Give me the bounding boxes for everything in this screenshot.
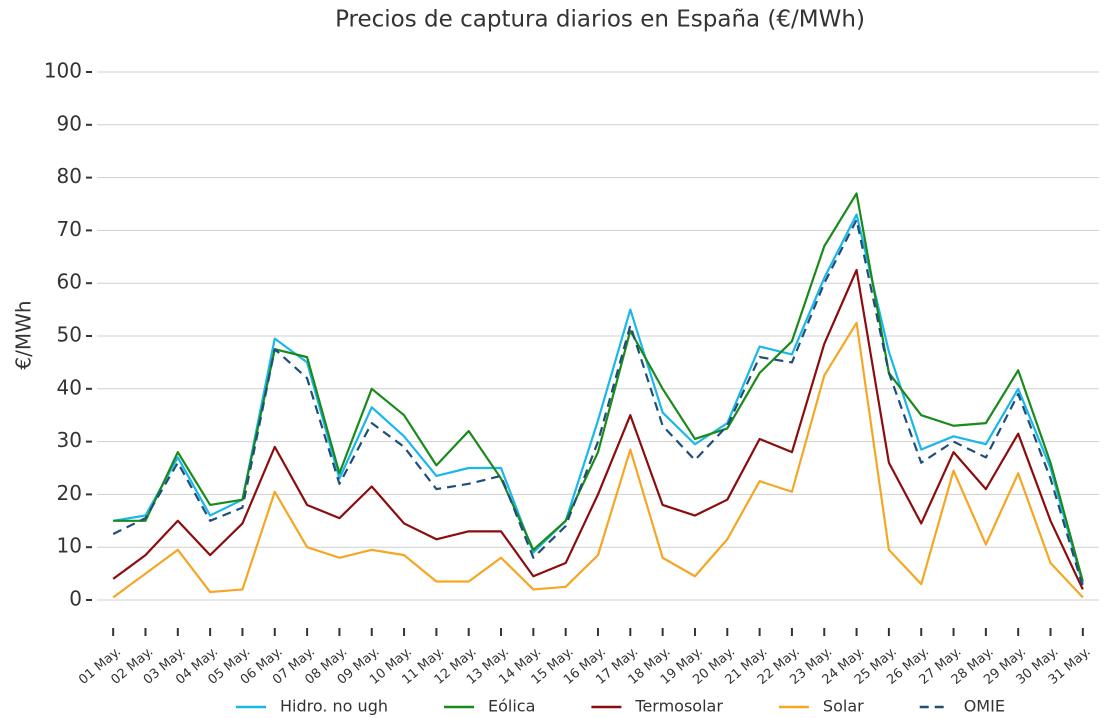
legend-label: Solar bbox=[823, 697, 864, 716]
legend-label: Termosolar bbox=[634, 697, 723, 716]
legend-label: Hidro. no ugh bbox=[280, 697, 388, 716]
series-line bbox=[112, 213, 1084, 585]
y-tick-label: 10 bbox=[57, 534, 82, 558]
y-tick-label: 20 bbox=[57, 481, 82, 505]
y-tick-label: 70 bbox=[57, 217, 82, 241]
y-tick-label: 80 bbox=[57, 164, 82, 188]
y-axis-label: €/MWh bbox=[12, 300, 36, 369]
series-line bbox=[112, 321, 1084, 599]
legend-label: OMIE bbox=[964, 697, 1005, 716]
series-line bbox=[112, 268, 1084, 590]
y-tick-label: 100 bbox=[44, 59, 82, 83]
y-tick-label: 50 bbox=[57, 323, 82, 347]
y-tick-label: 90 bbox=[57, 111, 82, 135]
series-line bbox=[112, 218, 1084, 588]
series-line bbox=[113, 192, 1084, 582]
y-tick-label: 40 bbox=[57, 375, 82, 399]
legend-label: Eólica bbox=[488, 697, 535, 716]
y-tick-label: 0 bbox=[69, 587, 82, 611]
y-tick-label: 60 bbox=[57, 270, 82, 294]
chart-title: Precios de captura diarios en España (€/… bbox=[335, 7, 865, 33]
y-tick-label: 30 bbox=[57, 428, 82, 452]
